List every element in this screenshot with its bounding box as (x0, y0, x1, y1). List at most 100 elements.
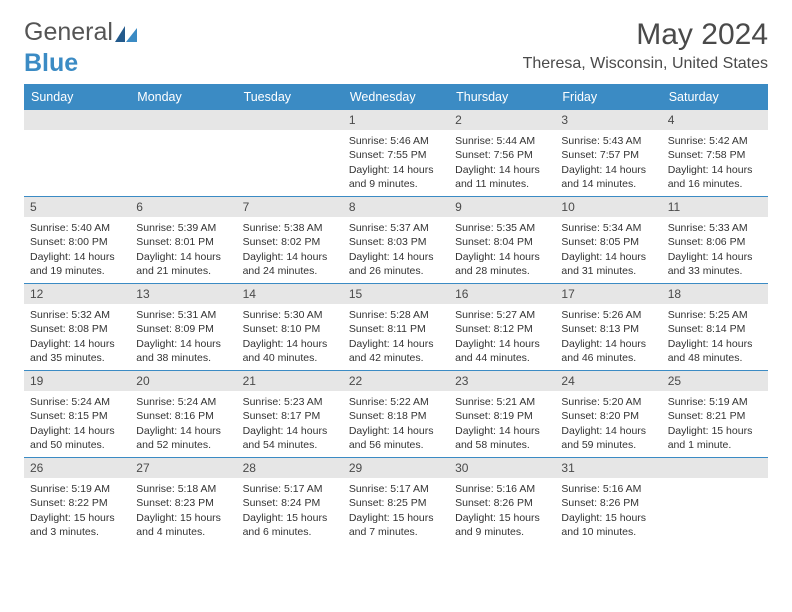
sunset-text: Sunset: 8:24 PM (243, 496, 338, 510)
day-info: Sunrise: 5:31 AMSunset: 8:09 PMDaylight:… (130, 304, 236, 370)
sunset-text: Sunset: 8:06 PM (668, 235, 763, 249)
day-number: 13 (130, 284, 236, 304)
daylight-text: Daylight: 15 hours and 10 minutes. (561, 511, 656, 540)
sunset-text: Sunset: 8:11 PM (349, 322, 444, 336)
day-info: Sunrise: 5:46 AMSunset: 7:55 PMDaylight:… (343, 130, 449, 196)
calendar-day: 16Sunrise: 5:27 AMSunset: 8:12 PMDayligh… (449, 284, 555, 370)
day-number: 3 (555, 110, 661, 130)
calendar-day: . (662, 458, 768, 544)
day-number: 14 (237, 284, 343, 304)
day-info: Sunrise: 5:19 AMSunset: 8:21 PMDaylight:… (662, 391, 768, 457)
sunrise-text: Sunrise: 5:32 AM (30, 308, 125, 322)
calendar-day: 27Sunrise: 5:18 AMSunset: 8:23 PMDayligh… (130, 458, 236, 544)
sunrise-text: Sunrise: 5:16 AM (455, 482, 550, 496)
sunrise-text: Sunrise: 5:20 AM (561, 395, 656, 409)
day-of-week-header: Wednesday (343, 84, 449, 110)
calendar-grid: SundayMondayTuesdayWednesdayThursdayFrid… (24, 84, 768, 544)
sunset-text: Sunset: 8:21 PM (668, 409, 763, 423)
calendar-day: 30Sunrise: 5:16 AMSunset: 8:26 PMDayligh… (449, 458, 555, 544)
calendar-day: 9Sunrise: 5:35 AMSunset: 8:04 PMDaylight… (449, 197, 555, 283)
daylight-text: Daylight: 14 hours and 35 minutes. (30, 337, 125, 366)
calendar-day: 29Sunrise: 5:17 AMSunset: 8:25 PMDayligh… (343, 458, 449, 544)
sunrise-text: Sunrise: 5:43 AM (561, 134, 656, 148)
sunset-text: Sunset: 8:12 PM (455, 322, 550, 336)
sunrise-text: Sunrise: 5:38 AM (243, 221, 338, 235)
calendar-day: 26Sunrise: 5:19 AMSunset: 8:22 PMDayligh… (24, 458, 130, 544)
day-info: Sunrise: 5:17 AMSunset: 8:24 PMDaylight:… (237, 478, 343, 544)
day-info: Sunrise: 5:33 AMSunset: 8:06 PMDaylight:… (662, 217, 768, 283)
day-number: 11 (662, 197, 768, 217)
day-number: 15 (343, 284, 449, 304)
brand-word2: Blue (24, 49, 78, 77)
brand-logo: General Blue (24, 18, 137, 78)
day-info: Sunrise: 5:30 AMSunset: 8:10 PMDaylight:… (237, 304, 343, 370)
day-of-week-header-row: SundayMondayTuesdayWednesdayThursdayFrid… (24, 84, 768, 110)
day-info: Sunrise: 5:43 AMSunset: 7:57 PMDaylight:… (555, 130, 661, 196)
sunset-text: Sunset: 8:17 PM (243, 409, 338, 423)
daylight-text: Daylight: 15 hours and 9 minutes. (455, 511, 550, 540)
weeks-container: ...1Sunrise: 5:46 AMSunset: 7:55 PMDayli… (24, 110, 768, 544)
sunset-text: Sunset: 8:03 PM (349, 235, 444, 249)
day-number: . (237, 110, 343, 130)
sunset-text: Sunset: 8:23 PM (136, 496, 231, 510)
day-info: Sunrise: 5:24 AMSunset: 8:15 PMDaylight:… (24, 391, 130, 457)
sunset-text: Sunset: 8:13 PM (561, 322, 656, 336)
daylight-text: Daylight: 14 hours and 19 minutes. (30, 250, 125, 279)
calendar-page: General Blue May 2024 Theresa, Wisconsin… (0, 0, 792, 556)
day-number: 9 (449, 197, 555, 217)
daylight-text: Daylight: 14 hours and 52 minutes. (136, 424, 231, 453)
sunset-text: Sunset: 8:25 PM (349, 496, 444, 510)
day-info: Sunrise: 5:23 AMSunset: 8:17 PMDaylight:… (237, 391, 343, 457)
sunrise-text: Sunrise: 5:27 AM (455, 308, 550, 322)
day-number: 16 (449, 284, 555, 304)
sunrise-text: Sunrise: 5:28 AM (349, 308, 444, 322)
day-number: 17 (555, 284, 661, 304)
day-info: Sunrise: 5:34 AMSunset: 8:05 PMDaylight:… (555, 217, 661, 283)
day-number: . (24, 110, 130, 130)
day-info: Sunrise: 5:26 AMSunset: 8:13 PMDaylight:… (555, 304, 661, 370)
daylight-text: Daylight: 14 hours and 46 minutes. (561, 337, 656, 366)
day-of-week-header: Thursday (449, 84, 555, 110)
sunrise-text: Sunrise: 5:31 AM (136, 308, 231, 322)
sunrise-text: Sunrise: 5:42 AM (668, 134, 763, 148)
daylight-text: Daylight: 14 hours and 9 minutes. (349, 163, 444, 192)
sunset-text: Sunset: 8:26 PM (455, 496, 550, 510)
day-number: 21 (237, 371, 343, 391)
page-header: General Blue May 2024 Theresa, Wisconsin… (24, 18, 768, 78)
calendar-day: 24Sunrise: 5:20 AMSunset: 8:20 PMDayligh… (555, 371, 661, 457)
calendar-day: 21Sunrise: 5:23 AMSunset: 8:17 PMDayligh… (237, 371, 343, 457)
sunset-text: Sunset: 8:09 PM (136, 322, 231, 336)
day-number: 31 (555, 458, 661, 478)
calendar-day: 20Sunrise: 5:24 AMSunset: 8:16 PMDayligh… (130, 371, 236, 457)
sunset-text: Sunset: 8:14 PM (668, 322, 763, 336)
day-info: Sunrise: 5:17 AMSunset: 8:25 PMDaylight:… (343, 478, 449, 544)
sunrise-text: Sunrise: 5:17 AM (243, 482, 338, 496)
day-number: 7 (237, 197, 343, 217)
calendar-day: 4Sunrise: 5:42 AMSunset: 7:58 PMDaylight… (662, 110, 768, 196)
daylight-text: Daylight: 14 hours and 50 minutes. (30, 424, 125, 453)
daylight-text: Daylight: 14 hours and 58 minutes. (455, 424, 550, 453)
sail-icon (115, 20, 137, 49)
day-info: Sunrise: 5:19 AMSunset: 8:22 PMDaylight:… (24, 478, 130, 544)
day-number: 26 (24, 458, 130, 478)
day-of-week-header: Tuesday (237, 84, 343, 110)
day-info: Sunrise: 5:16 AMSunset: 8:26 PMDaylight:… (449, 478, 555, 544)
sunset-text: Sunset: 8:15 PM (30, 409, 125, 423)
day-info: Sunrise: 5:35 AMSunset: 8:04 PMDaylight:… (449, 217, 555, 283)
calendar-day: 22Sunrise: 5:22 AMSunset: 8:18 PMDayligh… (343, 371, 449, 457)
day-info: Sunrise: 5:21 AMSunset: 8:19 PMDaylight:… (449, 391, 555, 457)
calendar-day: 28Sunrise: 5:17 AMSunset: 8:24 PMDayligh… (237, 458, 343, 544)
sunrise-text: Sunrise: 5:44 AM (455, 134, 550, 148)
calendar-day: 1Sunrise: 5:46 AMSunset: 7:55 PMDaylight… (343, 110, 449, 196)
day-number: 5 (24, 197, 130, 217)
daylight-text: Daylight: 14 hours and 16 minutes. (668, 163, 763, 192)
daylight-text: Daylight: 14 hours and 40 minutes. (243, 337, 338, 366)
daylight-text: Daylight: 15 hours and 6 minutes. (243, 511, 338, 540)
sunrise-text: Sunrise: 5:33 AM (668, 221, 763, 235)
sunrise-text: Sunrise: 5:46 AM (349, 134, 444, 148)
sunrise-text: Sunrise: 5:35 AM (455, 221, 550, 235)
sunset-text: Sunset: 7:56 PM (455, 148, 550, 162)
daylight-text: Daylight: 14 hours and 56 minutes. (349, 424, 444, 453)
sunrise-text: Sunrise: 5:30 AM (243, 308, 338, 322)
day-of-week-header: Friday (555, 84, 661, 110)
